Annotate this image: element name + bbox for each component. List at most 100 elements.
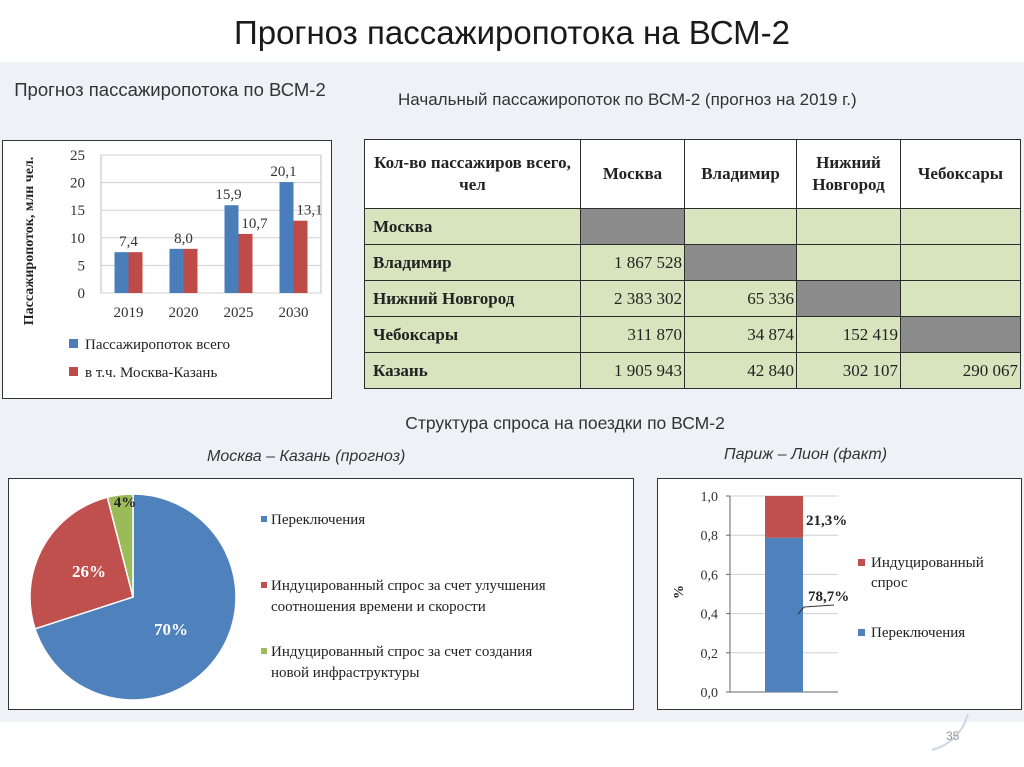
- structure-section-title: Структура спроса на поездки по ВСМ-2: [405, 413, 725, 433]
- bar: [183, 248, 198, 293]
- table-row-header: Владимир: [364, 244, 581, 281]
- legend-swatch: [858, 629, 865, 636]
- legend-label: Переключения: [871, 625, 965, 641]
- label-leader: [803, 604, 835, 608]
- bar: [293, 220, 308, 293]
- x-tick-label: 2030: [279, 305, 309, 321]
- bar: [279, 182, 294, 293]
- table-cell: 65 336: [684, 280, 797, 317]
- table-cell: 2 383 302: [580, 280, 685, 317]
- stacked-chart-svg: 0,0 0,2 0,4 0,6 0,8 1,0% 21,3% 78,7% Индуцирован…: [672, 490, 984, 701]
- legend-swatch: [261, 582, 267, 588]
- passenger-flow-table: Кол-во пассажиров всего, чел Москва Владим…: [364, 139, 1021, 389]
- y-tick-label: 0,4: [701, 608, 719, 623]
- bar-chart-title: Прогноз пассажиропотока по ВСМ-2: [14, 79, 326, 100]
- legend-label: Индуцированный спрос за счет создания: [271, 644, 532, 660]
- table-diagonal-cell: [900, 316, 1021, 353]
- table-cell: 1 905 943: [580, 352, 685, 389]
- legend-label: Пассажиропоток всего: [85, 337, 230, 353]
- legend-label: Индуцированный: [871, 555, 984, 571]
- data-label: 10,7: [241, 216, 268, 232]
- slide-title: Прогноз пассажиропотока на ВСМ-2: [234, 14, 790, 51]
- pie-slice: [29, 496, 134, 630]
- table-cell: [900, 244, 1021, 281]
- stacked-bar-segment: [765, 537, 803, 692]
- x-tick-label: 2025: [224, 305, 254, 321]
- x-tick-label: 2019: [114, 305, 144, 321]
- label-leader: [797, 606, 805, 615]
- legend-swatch: [858, 559, 865, 566]
- table-cell: 152 419: [796, 316, 901, 353]
- y-tick-label: 0,0: [701, 686, 719, 701]
- table-row: Москва: [364, 208, 1021, 245]
- table-cell: 42 840: [684, 352, 797, 389]
- table-row: Владимир 1 867 528: [364, 244, 1021, 281]
- corner-decoration: [931, 713, 969, 751]
- legend-label: в т.ч. Москва-Казань: [85, 365, 217, 381]
- bar: [128, 252, 143, 293]
- y-tick-label: 20: [70, 176, 85, 192]
- table-cell: 1 867 528: [580, 244, 685, 281]
- data-label: 21,3%: [806, 513, 847, 529]
- bar: [224, 205, 239, 293]
- table-row-header: Нижний Новгород: [364, 280, 581, 317]
- table-column-header: Москва: [580, 139, 685, 209]
- table-title: Начальный пассажиропоток по ВСМ-2 (прогн…: [398, 90, 857, 109]
- table-row: Казань 1 905 943 42 840 302 107 290 067: [364, 352, 1021, 389]
- pie-chart-panel: 70% 26% 4% Переключения Индуцированный спрос…: [8, 478, 634, 710]
- legend-label: новой инфраструктуры: [271, 665, 419, 681]
- table-cell: 290 067: [900, 352, 1021, 389]
- stacked-chart-panel: 0,0 0,2 0,4 0,6 0,8 1,0% 21,3% 78,7% Индуцирован…: [657, 478, 1022, 710]
- legend-label: спрос: [871, 575, 908, 591]
- legend-label: Переключения: [271, 512, 365, 528]
- table-row-header: Казань: [364, 352, 581, 389]
- legend-label: соотношения времени и скорости: [271, 599, 486, 615]
- stacked-bar-segment: [765, 496, 803, 538]
- table-cell: [684, 208, 797, 245]
- bar-chart-panel: 0 5 10 15 20 25 2019 2020 2025 2030 7,4 8,0 15,9 20,1…: [2, 140, 332, 399]
- x-tick-label: 2020: [169, 305, 199, 321]
- data-label: 7,4: [119, 234, 138, 250]
- pie-slice: [34, 493, 237, 701]
- y-tick-label: 0,2: [701, 647, 719, 662]
- table-cell: 311 870: [580, 316, 685, 353]
- table-diagonal-cell: [684, 244, 797, 281]
- slide-number: 35: [946, 729, 960, 743]
- y-axis-title: %: [672, 585, 687, 599]
- legend-label: Индуцированный спрос за счет улучшения: [271, 578, 546, 594]
- table-cell: [900, 280, 1021, 317]
- bar: [169, 248, 184, 293]
- pie-chart-subtitle: Москва – Казань (прогноз): [207, 448, 406, 465]
- pie-data-label: 70%: [154, 620, 188, 639]
- y-tick-label: 15: [70, 203, 85, 219]
- table-corner-header: Кол-во пассажиров всего, чел: [364, 139, 581, 209]
- y-tick-label: 25: [70, 148, 85, 164]
- table-column-header: Нижний Новгород: [796, 139, 901, 209]
- table-cell: 34 874: [684, 316, 797, 353]
- bar: [238, 233, 253, 293]
- table-column-header: Чебоксары: [900, 139, 1021, 209]
- table-diagonal-cell: [580, 208, 685, 245]
- y-tick-label: 5: [78, 258, 86, 274]
- data-label: 78,7%: [808, 589, 849, 605]
- table-cell: [900, 208, 1021, 245]
- pie-data-label: 26%: [72, 562, 106, 581]
- legend-swatch: [261, 648, 267, 654]
- table-row-header: Чебоксары: [364, 316, 581, 353]
- table-diagonal-cell: [796, 280, 901, 317]
- table-row: Нижний Новгород 2 383 302 65 336: [364, 280, 1021, 317]
- legend-swatch: [261, 516, 267, 522]
- data-label: 8,0: [174, 231, 193, 247]
- y-axis-title: Пассажиропоток, млн чел.: [22, 157, 37, 326]
- y-tick-label: 0,8: [701, 529, 719, 544]
- table-cell: 302 107: [796, 352, 901, 389]
- table-cell: [796, 208, 901, 245]
- pie-slice: [106, 493, 134, 598]
- pie-chart-svg: 70% 26% 4% Переключения Индуцированный спрос…: [29, 493, 546, 701]
- y-tick-label: 10: [70, 231, 85, 247]
- y-tick-label: 0,6: [701, 568, 719, 583]
- y-tick-label: 1,0: [701, 490, 719, 505]
- data-label: 15,9: [215, 187, 241, 203]
- table-header-row: Кол-во пассажиров всего, чел Москва Владим…: [364, 139, 1021, 209]
